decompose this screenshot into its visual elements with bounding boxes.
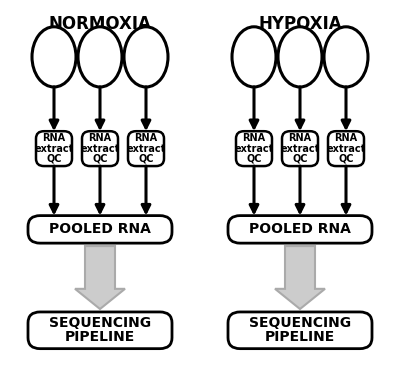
Ellipse shape [232,27,276,87]
Text: QC: QC [246,154,262,164]
Text: RNA: RNA [242,133,266,143]
Text: SEQUENCING: SEQUENCING [249,316,351,330]
Text: extract: extract [80,143,120,154]
Text: SEQUENCING: SEQUENCING [49,316,151,330]
Polygon shape [75,246,125,309]
Ellipse shape [32,27,76,87]
Ellipse shape [124,27,168,87]
Text: RNA: RNA [334,133,358,143]
FancyBboxPatch shape [28,312,172,349]
Text: RNA: RNA [134,133,158,143]
Text: POOLED RNA: POOLED RNA [249,222,351,236]
FancyBboxPatch shape [282,131,318,166]
Text: QC: QC [338,154,354,164]
FancyBboxPatch shape [236,131,272,166]
Text: NORMOXIA: NORMOXIA [48,15,152,33]
Text: RNA: RNA [288,133,312,143]
Text: extract: extract [34,143,74,154]
FancyBboxPatch shape [28,215,172,243]
Text: extract: extract [234,143,274,154]
Ellipse shape [78,27,122,87]
Text: QC: QC [92,154,108,164]
FancyBboxPatch shape [128,131,164,166]
FancyBboxPatch shape [228,215,372,243]
Ellipse shape [278,27,322,87]
FancyBboxPatch shape [36,131,72,166]
Text: HYPOXIA: HYPOXIA [258,15,342,33]
Text: extract: extract [326,143,366,154]
Text: RNA: RNA [88,133,112,143]
Text: QC: QC [292,154,308,164]
Text: extract: extract [280,143,320,154]
Polygon shape [275,246,325,309]
Text: QC: QC [138,154,154,164]
Ellipse shape [324,27,368,87]
Text: POOLED RNA: POOLED RNA [49,222,151,236]
Text: PIPELINE: PIPELINE [265,330,335,344]
Text: PIPELINE: PIPELINE [65,330,135,344]
FancyBboxPatch shape [228,312,372,349]
FancyBboxPatch shape [328,131,364,166]
FancyBboxPatch shape [82,131,118,166]
Text: extract: extract [126,143,166,154]
Text: RNA: RNA [42,133,66,143]
Text: QC: QC [46,154,62,164]
